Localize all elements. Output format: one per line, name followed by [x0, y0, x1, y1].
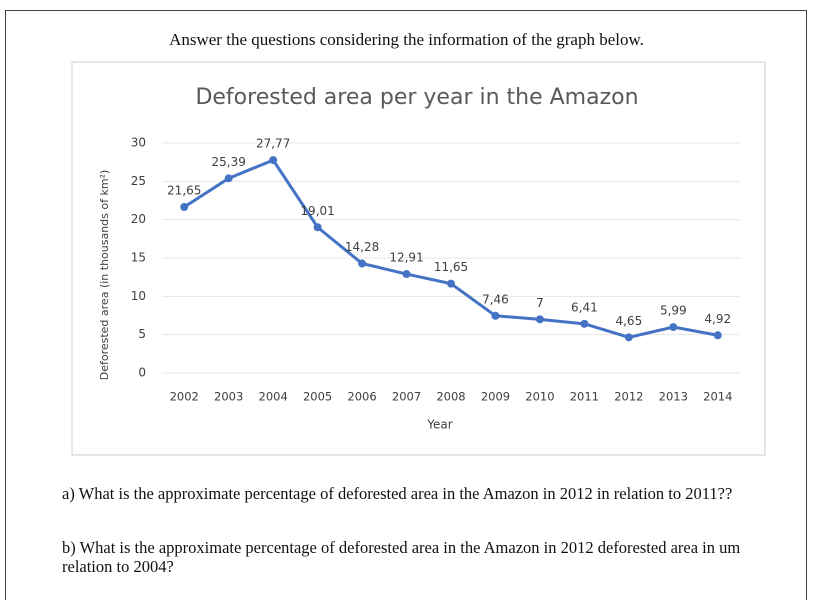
y-tick-label: 5 — [138, 327, 146, 341]
data-label: 25,39 — [212, 155, 246, 169]
instruction: Answer the questions considering the inf… — [169, 30, 644, 49]
data-label: 19,01 — [300, 204, 334, 218]
data-label: 12,91 — [389, 251, 423, 265]
data-label: 6,41 — [571, 300, 598, 314]
x-tick-label: 2010 — [525, 390, 554, 404]
point — [624, 333, 633, 342]
point — [713, 331, 722, 340]
y-tick-label: 15 — [131, 251, 146, 265]
data-label: 21,65 — [167, 184, 201, 198]
point — [402, 270, 411, 279]
x-tick-label: 2013 — [659, 390, 688, 404]
x-tick-label: 2007 — [392, 390, 421, 404]
data-label: 27,77 — [256, 137, 290, 151]
point — [669, 323, 678, 332]
point — [313, 223, 322, 232]
chart-title: Deforested area per year in the Amazon — [195, 85, 638, 110]
y-tick-label: 20 — [131, 212, 146, 226]
page: Answer the questions considering the inf… — [5, 10, 807, 600]
point — [447, 279, 455, 288]
point — [269, 156, 278, 165]
point — [580, 319, 589, 328]
x-axis-title: Year — [426, 418, 452, 432]
point — [224, 174, 233, 183]
data-label: 4,92 — [704, 312, 731, 326]
question: b) What is the approximate percentage of… — [62, 538, 741, 576]
x-tick-label: 2005 — [303, 390, 332, 404]
y-tick-label: 25 — [131, 174, 146, 188]
x-tick-label: 2006 — [347, 390, 376, 404]
data-label: 11,65 — [434, 260, 468, 274]
data-label: 5,99 — [660, 304, 687, 318]
x-tick-label: 2002 — [170, 390, 199, 404]
data-label: 7,46 — [482, 292, 509, 306]
x-tick-label: 2004 — [259, 390, 288, 404]
y-tick-label: 30 — [131, 136, 146, 150]
x-tick-label: 2008 — [436, 390, 465, 404]
y-tick-label: 10 — [131, 289, 146, 303]
data-label: 14,28 — [345, 240, 379, 254]
y-axis-title: Deforested area (in thousands of km²) — [98, 170, 111, 381]
point — [180, 203, 189, 212]
data-label: 7 — [536, 296, 544, 310]
x-tick-label: 2009 — [481, 390, 510, 404]
point — [535, 315, 544, 324]
frame — [5, 10, 807, 600]
x-tick-label: 2003 — [214, 390, 243, 404]
point — [491, 311, 500, 320]
chart: Deforested area per year in the Amazon Y… — [71, 61, 766, 456]
y-tick-label: 0 — [138, 366, 146, 380]
data-label: 4,65 — [615, 314, 642, 328]
x-tick-label: 2014 — [703, 390, 732, 404]
x-tick-label: 2012 — [614, 390, 643, 404]
point — [358, 259, 367, 268]
question: a) What is the approximate percentage of… — [62, 484, 733, 503]
x-tick-label: 2011 — [570, 390, 599, 404]
